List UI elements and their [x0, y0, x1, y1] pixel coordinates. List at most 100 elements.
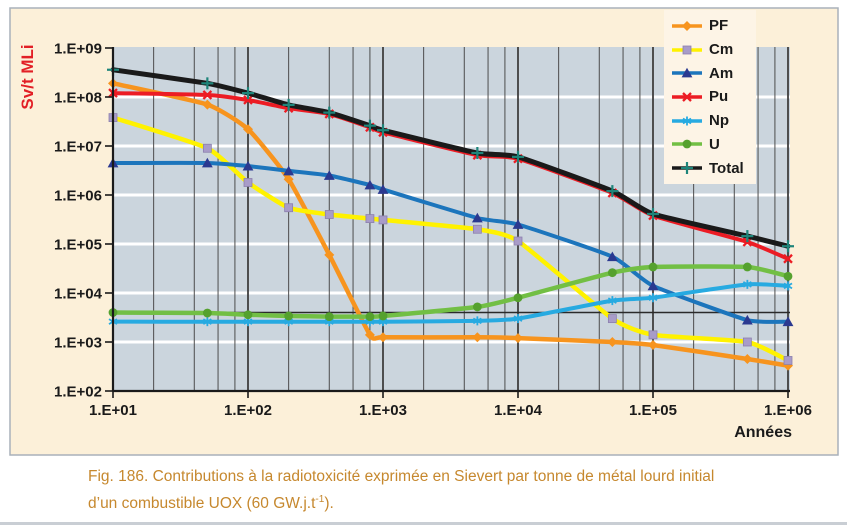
marker-circle [513, 293, 523, 303]
marker-diamond [283, 174, 294, 185]
marker-square [365, 214, 375, 223]
marker-circle [202, 308, 212, 318]
legend-sample-Pu [672, 92, 702, 102]
marker-circle [607, 268, 617, 278]
marker-square [742, 337, 752, 347]
marker-square [202, 143, 212, 153]
marker-asterisk [607, 297, 617, 304]
x-tick-label-1.E+02: 1.E+02 [224, 402, 272, 419]
marker-asterisk [783, 282, 793, 290]
legend-item-Am: Am [670, 62, 756, 85]
marker-diamond [513, 333, 523, 344]
legend-label-U: U [709, 135, 720, 153]
marker-diamond [202, 99, 213, 110]
marker-asterisk [472, 317, 482, 325]
marker-triangle [647, 280, 659, 291]
marker-asterisk [378, 318, 388, 325]
legend-sample-Cm [672, 45, 702, 54]
marker-asterisk [284, 318, 294, 325]
marker-diamond [682, 20, 692, 31]
marker-square [513, 236, 523, 246]
legend-sample-Np [672, 116, 702, 126]
marker-circle [365, 312, 375, 321]
legend-label-Cm: Cm [709, 41, 734, 59]
x-tick-labels: 1.E+01 1.E+02 1.E+03 1.E+04 1.E+05 1.E+06 [89, 391, 812, 419]
marker-asterisk [243, 318, 253, 325]
marker-circle [783, 271, 793, 281]
marker-circle [243, 310, 253, 320]
series-curves [107, 63, 794, 371]
marker-triangle [606, 251, 618, 262]
marker-square [243, 178, 253, 187]
marker-triangle [741, 314, 753, 325]
marker-square [607, 314, 617, 324]
caption-line1: Fig. 186. Contributions à la radiotoxici… [88, 468, 715, 485]
marker-diamond [742, 353, 753, 364]
legend-item-PF: PF [670, 14, 756, 37]
legend-label-Np: Np [709, 112, 729, 130]
marker-circle [648, 262, 658, 272]
x-tick-label-1.E+03: 1.E+03 [359, 402, 407, 419]
y-tick-labels: 1.E+09 1.E+08 1.E+07 1.E+06 1.E+05 1.E+04 1.E+… [54, 41, 113, 401]
marker-x [243, 95, 253, 105]
marker-asterisk [513, 315, 523, 322]
marker-x [682, 92, 692, 102]
marker-triangle [364, 179, 376, 190]
marker-triangle [283, 165, 295, 176]
marker-x [202, 90, 213, 100]
marker-diamond [648, 339, 658, 350]
marker-asterisk [202, 318, 212, 325]
axes [111, 47, 790, 393]
legend-item-Np: Np [670, 109, 756, 132]
x-tick-label-1.E+05: 1.E+05 [629, 402, 677, 419]
figure-caption: Fig. 186. Contributions à la radiotoxici… [88, 466, 812, 515]
legend-label-PF: PF [709, 17, 729, 35]
marker-circle [742, 262, 752, 272]
y-tick-label-1.E+07: 1.E+07 [54, 139, 102, 156]
caption-line2-end: ). [324, 494, 334, 512]
marker-circle [682, 139, 692, 149]
marker-x [783, 253, 793, 264]
marker-asterisk [742, 281, 752, 288]
y-tick-label-1.E+04: 1.E+04 [54, 286, 103, 303]
figure-panel-border [9, 7, 839, 456]
marker-square [378, 215, 388, 225]
marker-square [783, 356, 793, 365]
marker-circle [472, 302, 482, 312]
marker-circle [284, 311, 294, 321]
marker-triangle [323, 170, 335, 180]
page-divider-rule [0, 522, 847, 525]
marker-square [284, 203, 294, 213]
x-tick-label-1.E+04: 1.E+04 [494, 402, 543, 419]
marker-diamond [364, 329, 375, 340]
marker-square [472, 224, 482, 234]
legend-item-U: U [670, 133, 756, 156]
marker-triangle [782, 316, 794, 327]
marker-triangle [377, 184, 389, 194]
caption-line2: d’un combustible UOX (60 GW.j.t [88, 494, 316, 512]
legend-item-Cm: Cm [670, 38, 756, 61]
y-tick-label-1.E+02: 1.E+02 [54, 384, 102, 401]
legend-sample-Total [672, 162, 702, 175]
legend-item-Pu: Pu [670, 85, 756, 108]
marker-diamond [472, 332, 483, 343]
marker-triangle [681, 68, 693, 78]
x-axis-title: Années [734, 424, 792, 441]
marker-diamond [378, 332, 388, 343]
marker-square [324, 210, 334, 219]
x-tick-label-1.E+01: 1.E+01 [89, 402, 137, 419]
series-Am-markers [107, 157, 794, 327]
marker-diamond [607, 337, 618, 347]
marker-triangle [201, 157, 213, 168]
series-PF-markers [108, 78, 793, 371]
marker-asterisk [648, 294, 658, 302]
y-tick-label-1.E+08: 1.E+08 [54, 90, 102, 107]
series-U-markers [108, 262, 793, 321]
marker-triangle [471, 212, 483, 223]
series-Total-markers [107, 63, 794, 253]
x-tick-label-1.E+06: 1.E+06 [764, 402, 812, 419]
marker-asterisk [682, 117, 692, 124]
y-axis-title: Sv/t MLi [18, 44, 37, 109]
legend-sample-U [672, 139, 702, 149]
